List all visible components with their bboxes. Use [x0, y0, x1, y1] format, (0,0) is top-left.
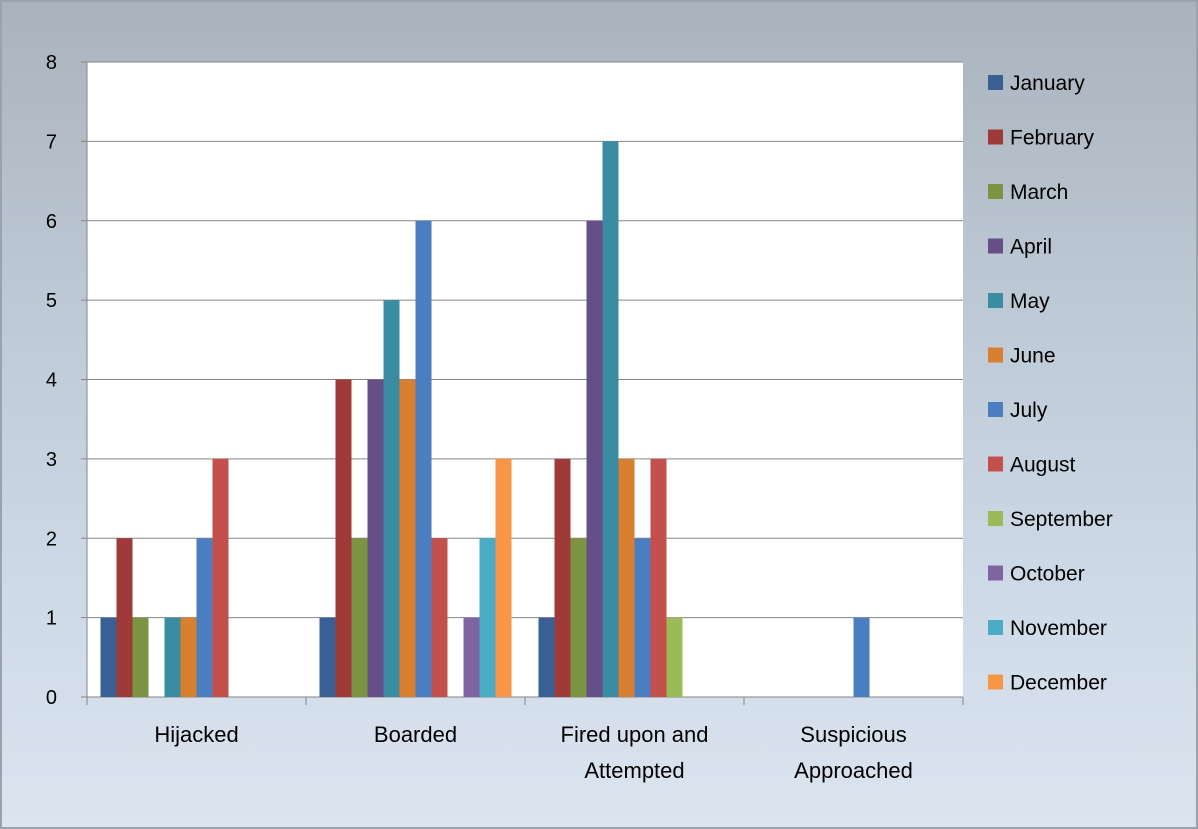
legend-swatch: [988, 75, 1003, 90]
bar: [367, 379, 384, 697]
category-label: Suspicious: [800, 722, 906, 747]
legend-swatch: [988, 347, 1003, 363]
bar: [586, 220, 603, 697]
bar: [399, 379, 416, 697]
legend-swatch: [988, 456, 1003, 472]
bar: [180, 617, 197, 697]
legend-swatch: [988, 238, 1003, 254]
legend-swatch: [988, 402, 1003, 417]
legend-label: December: [1010, 672, 1107, 695]
bar: [100, 617, 117, 697]
legend-label: August: [1010, 454, 1076, 477]
legend-label: October: [1010, 563, 1085, 586]
bar: [618, 458, 635, 697]
y-tick-label: 0: [46, 687, 57, 709]
y-tick-label: 4: [46, 370, 57, 392]
y-tick-label: 2: [46, 528, 57, 550]
bar: [319, 617, 336, 697]
category-label: Fired upon and: [561, 722, 709, 747]
bar: [463, 617, 480, 697]
y-tick-label: 8: [46, 52, 57, 74]
legend-swatch: [988, 674, 1003, 690]
legend-label: March: [1010, 181, 1068, 204]
legend-label: May: [1010, 290, 1050, 313]
legend-swatch: [988, 511, 1003, 526]
bar: [666, 617, 683, 697]
bar: [634, 538, 651, 697]
category-label: Attempted: [584, 758, 684, 783]
legend-label: November: [1010, 617, 1107, 640]
bar: [570, 538, 587, 697]
legend-label: January: [1010, 72, 1085, 95]
category-label: Hijacked: [154, 722, 238, 747]
bar: [335, 379, 352, 697]
bar: [196, 538, 213, 697]
bar: [116, 538, 133, 697]
bar: [383, 300, 400, 697]
bar: [431, 538, 448, 697]
legend-swatch: [988, 565, 1003, 581]
legend-swatch: [988, 129, 1003, 145]
legend-swatch: [988, 293, 1003, 308]
bar: [495, 458, 512, 697]
bar: [602, 141, 619, 697]
legend-label: February: [1010, 127, 1095, 150]
legend-label: September: [1010, 508, 1113, 531]
bar: [132, 617, 149, 697]
y-tick-label: 7: [46, 131, 57, 153]
bar: [479, 538, 496, 697]
legend-label: July: [1010, 399, 1048, 422]
legend-label: June: [1010, 345, 1056, 368]
bar: [650, 458, 667, 697]
y-tick-label: 1: [46, 608, 57, 630]
legend-label: April: [1010, 236, 1052, 259]
bar: [351, 538, 368, 697]
y-tick-label: 5: [46, 290, 57, 312]
bar: [538, 617, 555, 697]
legend-swatch: [988, 620, 1003, 635]
bar: [415, 220, 432, 697]
category-label: Approached: [794, 758, 913, 783]
bar: [212, 458, 229, 697]
bar: [853, 617, 870, 697]
category-label: Boarded: [374, 722, 457, 747]
legend-swatch: [988, 184, 1003, 199]
y-tick-label: 6: [46, 211, 57, 233]
y-tick-label: 3: [46, 449, 57, 471]
bar: [164, 617, 181, 697]
bar: [554, 458, 571, 697]
